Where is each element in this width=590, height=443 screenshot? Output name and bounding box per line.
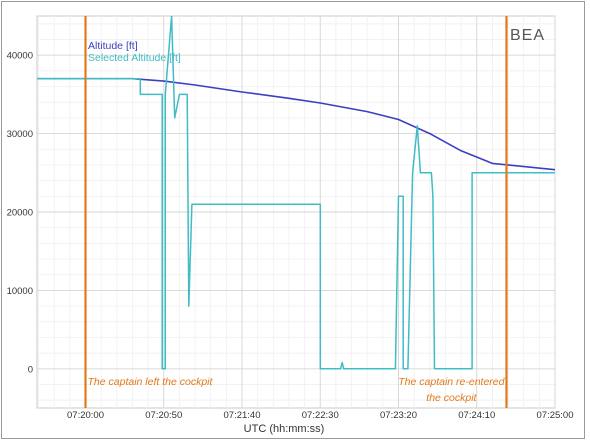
y-tick-label: 10000	[7, 286, 33, 297]
event-label: the cockpit	[426, 392, 477, 404]
x-tick-label: 07:20:50	[145, 410, 182, 421]
x-axis-title: UTC (hh:mm:ss)	[244, 423, 325, 435]
event-label: The captain re-entered	[398, 376, 505, 388]
x-tick-label: 07:25:00	[537, 410, 574, 421]
legend-entry: Selected Altitude [ft]	[88, 52, 181, 64]
tick-labels: 07:20:00 07:20:50 07:21:40 07:22:30 07:23:20…	[7, 51, 574, 421]
selected-altitude-line	[37, 16, 555, 370]
x-tick-label: 07:22:30	[302, 410, 339, 421]
series-layer	[37, 16, 555, 370]
bea-logo: BEA	[510, 27, 545, 44]
y-tick-label: 30000	[7, 129, 33, 140]
y-tick-label: 0	[28, 364, 33, 375]
x-tick-label: 07:21:40	[224, 410, 261, 421]
grid	[36, 15, 556, 409]
event-label: The captain left the cockpit	[88, 376, 214, 388]
event-layer: The captain left the cockpit The captain …	[84, 16, 508, 408]
y-tick-label: 40000	[7, 51, 33, 62]
altitude-chart: The captain left the cockpit The captain …	[7, 15, 574, 435]
x-tick-label: 07:20:00	[67, 410, 104, 421]
y-tick-label: 20000	[7, 208, 33, 219]
altitude-line	[37, 77, 555, 171]
legend-entry: Altitude [ft]	[88, 40, 138, 52]
legend: Altitude [ft]Selected Altitude [ft]	[88, 40, 181, 64]
chart-frame: The captain left the cockpit The captain …	[1, 1, 585, 439]
x-tick-label: 07:23:20	[380, 410, 417, 421]
x-tick-label: 07:24:10	[458, 410, 495, 421]
